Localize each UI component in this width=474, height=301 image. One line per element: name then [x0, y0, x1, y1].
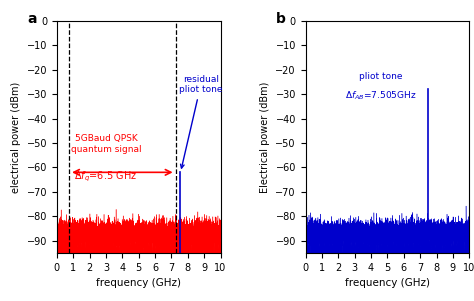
Y-axis label: Electrical power (dBm): Electrical power (dBm): [260, 81, 270, 193]
Text: pliot tone: pliot tone: [359, 72, 402, 81]
Text: b: b: [276, 12, 286, 26]
Text: $\Delta f_{AB}$=7.505GHz: $\Delta f_{AB}$=7.505GHz: [345, 90, 417, 102]
Y-axis label: electrical power (dBm): electrical power (dBm): [11, 81, 21, 193]
Text: a: a: [27, 12, 37, 26]
Text: 5GBaud QPSK
quantum signal: 5GBaud QPSK quantum signal: [71, 134, 141, 154]
Text: residual
pliot tone: residual pliot tone: [179, 75, 223, 168]
Text: $\Delta f_q$=6.5 GHz: $\Delta f_q$=6.5 GHz: [74, 169, 137, 184]
X-axis label: frequency (GHz): frequency (GHz): [96, 278, 181, 288]
X-axis label: frequency (GHz): frequency (GHz): [345, 278, 430, 288]
